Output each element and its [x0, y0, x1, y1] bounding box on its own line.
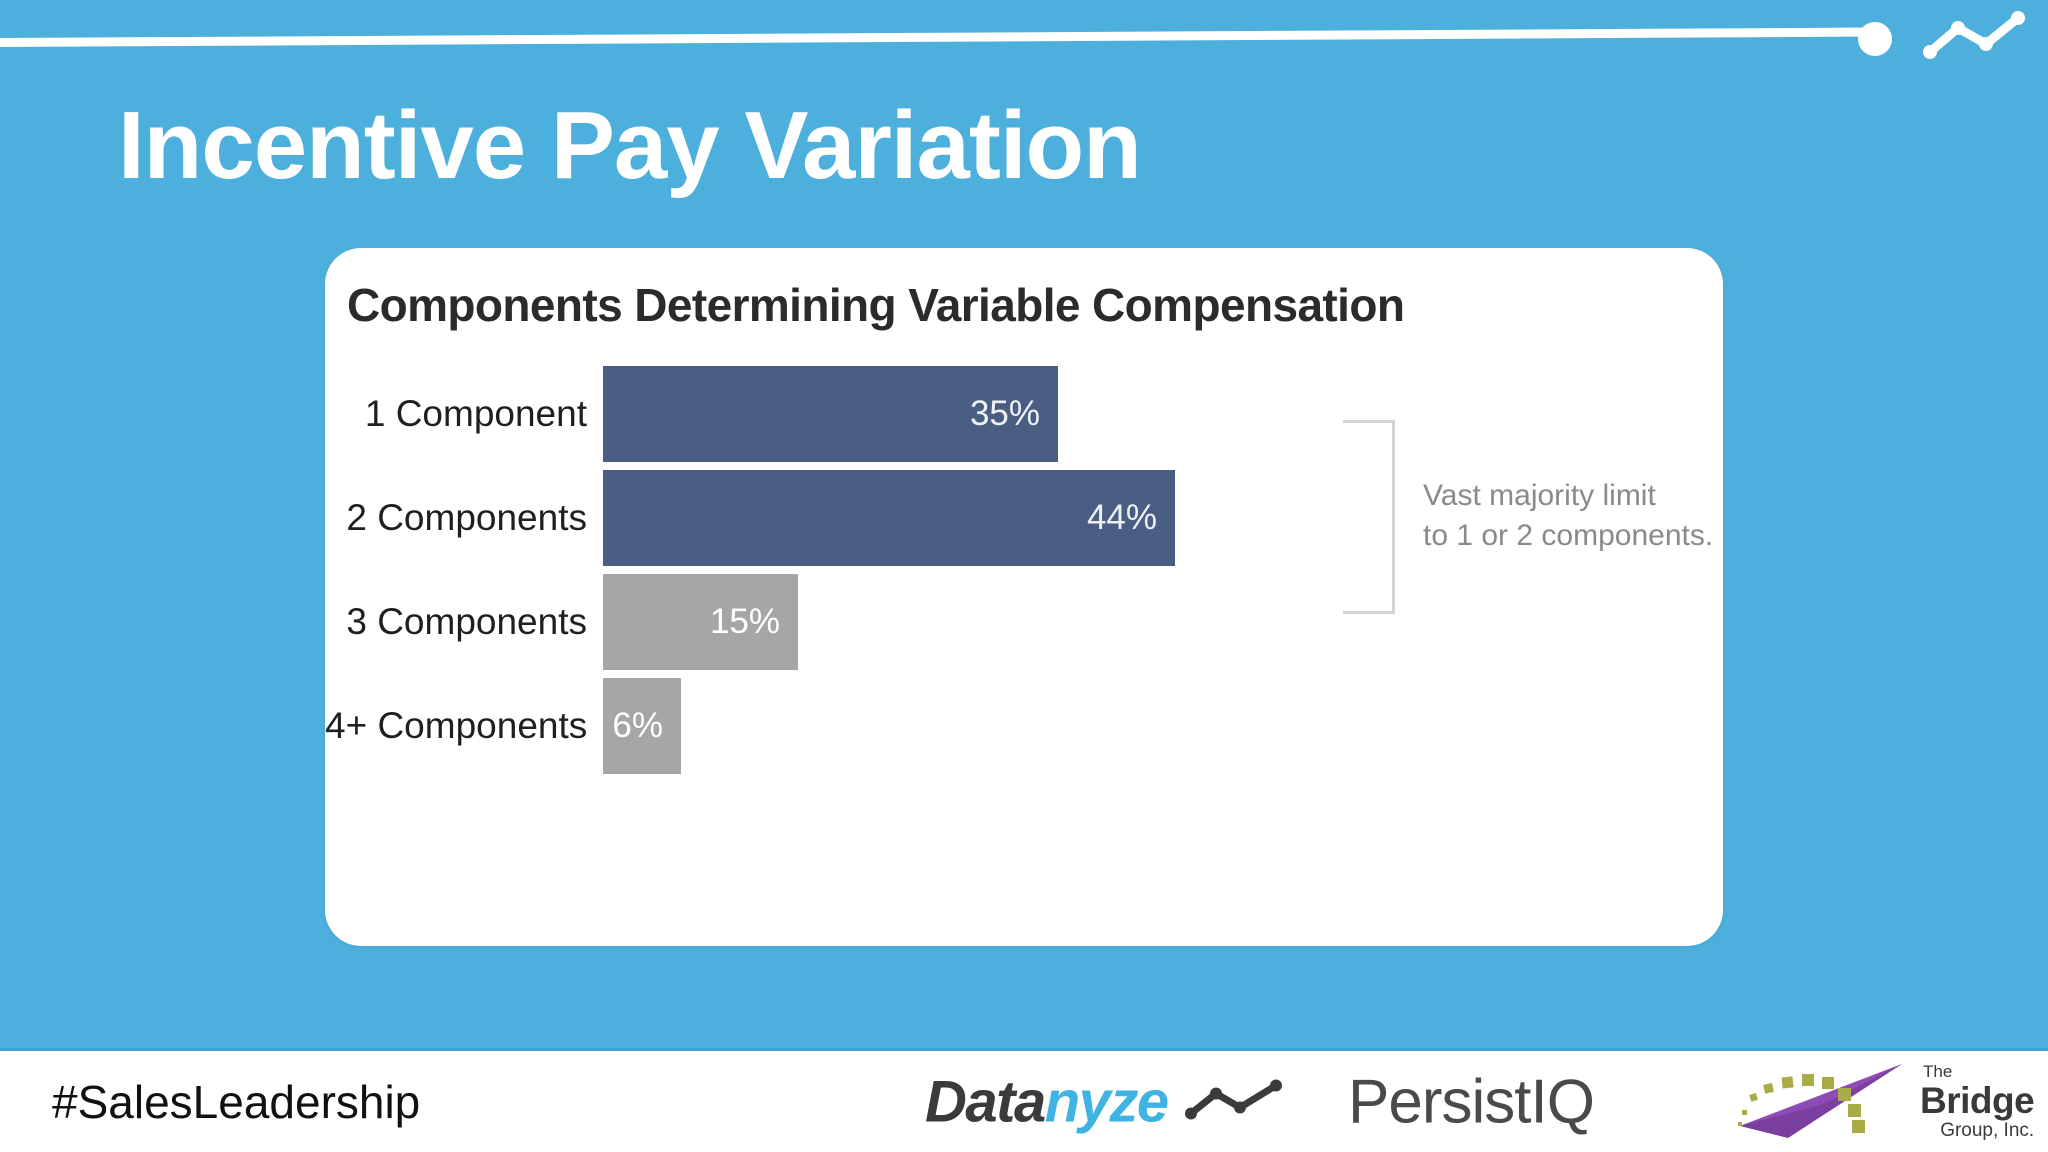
bar-category-label: 1 Component — [364, 393, 587, 434]
datanyze-zigzag-icon — [1923, 11, 2025, 59]
bar-row: 3 Components 15% — [325, 566, 1723, 678]
bar-category-label: 3 Components — [346, 601, 587, 642]
chart-title: Components Determining Variable Compensa… — [347, 279, 1405, 331]
bar-category-label: 2 Components — [346, 497, 587, 538]
annotation-note: Vast majority limit to 1 or 2 components… — [1423, 476, 1713, 556]
persistiq-logo: PersistIQ — [1348, 1067, 1595, 1136]
annotation-note-line-1: Vast majority limit — [1423, 479, 1656, 512]
purple-triangle-icon — [1738, 1063, 1902, 1138]
bar-category-label: 4+ Components — [325, 705, 588, 746]
bar-segment: 6% — [603, 678, 681, 774]
bar-chart-plot: 1 Component 35% 2 Components 44% 3 C — [325, 358, 1723, 918]
zigzag-line-icon — [1184, 1079, 1282, 1120]
bar-segment: 44% — [603, 470, 1175, 566]
footer-bar: #SalesLeadership Datanyze PersistIQ — [0, 1048, 2048, 1152]
bar-value-label: 6% — [612, 706, 663, 745]
annotation-note-line-2: to 1 or 2 components. — [1423, 518, 1714, 552]
bar-row: 2 Components 44% — [325, 462, 1723, 574]
top-rule-end-dot — [1858, 22, 1892, 56]
top-rule-line — [0, 27, 1870, 47]
bridge-logo-group: Group, Inc. — [1940, 1120, 2035, 1141]
datanyze-logo-text-blue: nyze — [1044, 1069, 1169, 1134]
bridge-group-logo: The Bridge Group, Inc. — [1728, 1060, 2035, 1144]
bar-value-label: 15% — [709, 602, 780, 641]
top-decoration-band — [0, 0, 2048, 72]
datanyze-logo-text-dark: Data — [925, 1069, 1046, 1134]
chart-card: Components Determining Variable Compensa… — [325, 248, 1723, 946]
bridge-logo-the: The — [1923, 1062, 1953, 1081]
bar-segment: 35% — [603, 366, 1058, 462]
annotation-bracket — [1343, 420, 1395, 614]
bar-value-label: 35% — [969, 394, 1040, 433]
bar-segment: 15% — [603, 574, 798, 670]
bridge-group-logo-text: The Bridge Group, Inc. — [1920, 1062, 2035, 1141]
bar-row: 4+ Components 6% — [325, 670, 1723, 782]
page-title: Incentive Pay Variation — [118, 92, 1142, 199]
bridge-logo-name: Bridge — [1920, 1080, 2035, 1121]
bar-value-label: 44% — [1086, 498, 1157, 537]
bar-row: 1 Component 35% — [325, 358, 1723, 470]
datanyze-logo: Datanyze — [925, 1068, 1286, 1135]
footer-hashtag: #SalesLeadership — [52, 1075, 421, 1128]
